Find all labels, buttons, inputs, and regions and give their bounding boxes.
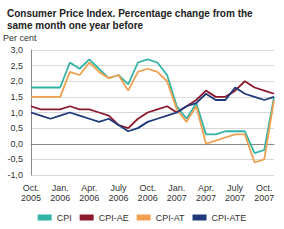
svg-text:Oct.: Oct. (139, 183, 156, 193)
svg-text:CPI-ATE: CPI-ATE (212, 213, 247, 223)
svg-text:0,5: 0,5 (10, 123, 23, 133)
svg-text:2,0: 2,0 (10, 76, 23, 86)
svg-text:2005: 2005 (21, 193, 41, 203)
svg-text:CPI: CPI (57, 213, 72, 223)
svg-text:1,5: 1,5 (10, 92, 23, 102)
svg-text:2007: 2007 (254, 193, 274, 203)
svg-text:2006: 2006 (50, 193, 70, 203)
svg-text:CPI-AE: CPI-AE (99, 213, 129, 223)
svg-text:CPI-AT: CPI-AT (156, 213, 185, 223)
svg-text:Oct.: Oct. (256, 183, 273, 193)
svg-text:Oct.: Oct. (23, 183, 40, 193)
svg-text:2006: 2006 (138, 193, 158, 203)
svg-text:3,0: 3,0 (10, 45, 23, 55)
svg-text:same month one year before: same month one year before (7, 20, 144, 31)
svg-text:July: July (227, 183, 244, 193)
svg-text:Jan.: Jan. (52, 183, 69, 193)
svg-text:2006: 2006 (108, 193, 128, 203)
svg-text:Jan.: Jan. (168, 183, 185, 193)
svg-text:0,0: 0,0 (10, 139, 23, 149)
svg-text:2007: 2007 (196, 193, 216, 203)
svg-text:1,0: 1,0 (10, 108, 23, 118)
svg-text:Consumer Price Index. Percenta: Consumer Price Index. Percentage change … (7, 8, 255, 19)
svg-text:-0,5: -0,5 (7, 154, 23, 164)
svg-text:2006: 2006 (79, 193, 99, 203)
svg-text:Apr.: Apr. (198, 183, 214, 193)
svg-text:-1,0: -1,0 (7, 170, 23, 180)
svg-text:Per cent: Per cent (3, 33, 37, 43)
svg-text:Apr.: Apr. (81, 183, 97, 193)
svg-text:July: July (110, 183, 127, 193)
svg-text:2,5: 2,5 (10, 61, 23, 71)
svg-text:2007: 2007 (167, 193, 187, 203)
svg-text:2007: 2007 (225, 193, 245, 203)
